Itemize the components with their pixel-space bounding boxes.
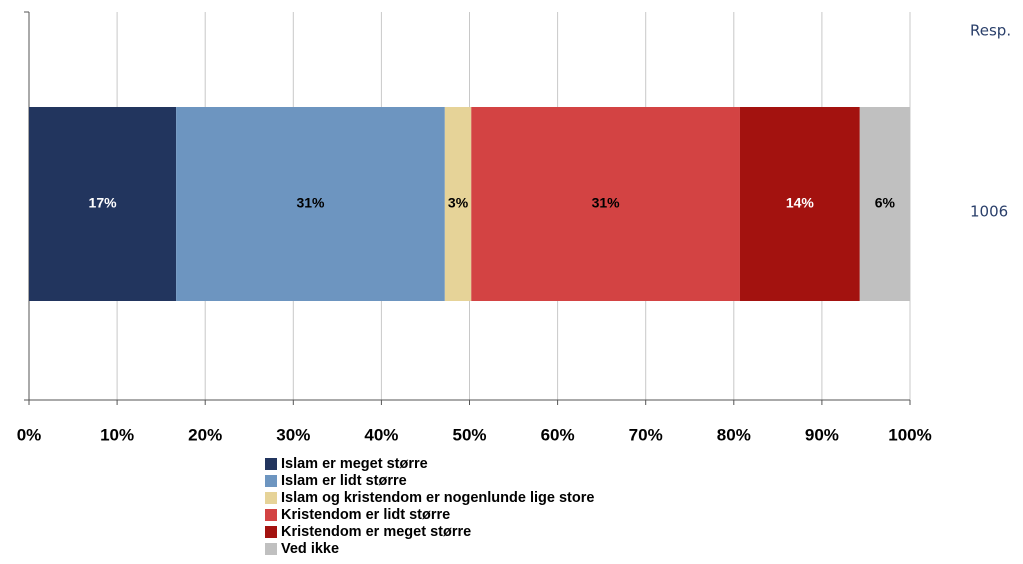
resp-header: Resp. [970, 22, 1011, 40]
bar-segment [176, 107, 445, 301]
bar-segment [471, 107, 740, 301]
x-tick-label: 10% [100, 425, 134, 444]
legend-label: Islam er lidt større [281, 473, 407, 489]
legend-label: Islam og kristendom er nogenlunde lige s… [281, 490, 594, 506]
resp-value: 1006 [970, 203, 1008, 221]
legend-swatch [265, 475, 277, 487]
x-tick-label: 50% [452, 425, 486, 444]
x-tick-label: 100% [888, 425, 931, 444]
legend-label: Islam er meget større [281, 456, 428, 472]
legend-swatch [265, 509, 277, 521]
legend-swatch [265, 492, 277, 504]
legend-swatch [265, 458, 277, 470]
value-label: 14% [786, 195, 815, 211]
bar-segment [739, 107, 860, 301]
x-tick-label: 20% [188, 425, 222, 444]
value-label: 31% [592, 195, 621, 211]
value-label: 31% [296, 195, 325, 211]
value-label: 17% [89, 195, 118, 211]
bar-segment [859, 107, 910, 301]
value-label: 3% [448, 195, 469, 211]
legend-label: Kristendom er meget større [281, 524, 471, 540]
x-tick-label: 30% [276, 425, 310, 444]
x-tick-label: 70% [629, 425, 663, 444]
x-tick-label: 60% [541, 425, 575, 444]
x-tick-label: 0% [17, 425, 42, 444]
legend-swatch [265, 526, 277, 538]
value-label: 6% [875, 195, 896, 211]
legend-label: Kristendom er lidt større [281, 507, 450, 523]
bar-segment [444, 107, 472, 301]
x-tick-label: 80% [717, 425, 751, 444]
bar-segment [29, 107, 177, 301]
x-tick-label: 90% [805, 425, 839, 444]
legend-swatch [265, 543, 277, 555]
x-tick-label: 40% [364, 425, 398, 444]
legend-label: Ved ikke [281, 541, 339, 557]
